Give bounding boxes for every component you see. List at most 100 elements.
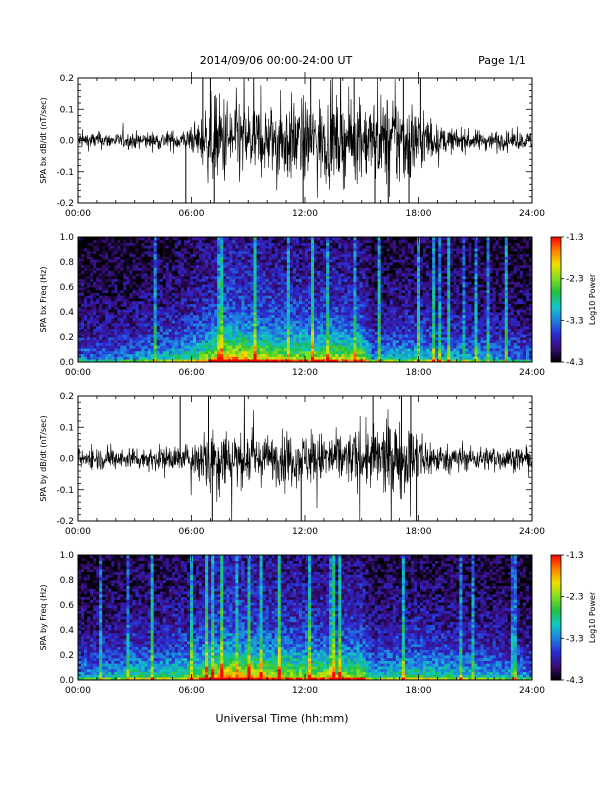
spectrogram-cell (81, 339, 85, 343)
spectrogram-cell (356, 350, 360, 355)
spectrogram-cell (305, 303, 309, 307)
spectrogram-cell (259, 309, 264, 313)
spectrogram-cell (365, 337, 369, 341)
spectrogram-cell (268, 317, 273, 321)
spectrogram-cell (380, 289, 385, 293)
spectrogram-cell (220, 348, 224, 352)
spectrogram-cell (292, 270, 297, 274)
spectrogram-cell (196, 278, 200, 282)
spectrogram-cell (274, 356, 279, 360)
spectrogram-cell (292, 275, 297, 280)
spectrogram-cell (392, 239, 397, 243)
spectrogram-cell (147, 245, 152, 249)
spectrogram-cell (383, 262, 388, 266)
spectrogram-cell (111, 287, 115, 291)
spectrogram-cell (308, 289, 312, 293)
spectrogram-cell (250, 264, 254, 268)
spectrogram-cell (202, 289, 206, 293)
spectrogram-cell (129, 334, 133, 338)
spectrogram-cell (274, 303, 279, 307)
spectrogram-cell (117, 348, 121, 352)
spectrogram-cell (117, 256, 121, 260)
spectrogram-cell (135, 309, 139, 313)
spectrogram-cell (162, 342, 167, 346)
spectrogram-cell (223, 328, 227, 332)
spectrogram-cell (102, 267, 106, 271)
spectrogram-cell (168, 314, 173, 318)
spectrogram-cell (150, 278, 155, 282)
spectrogram-cell (277, 306, 282, 310)
spectrogram-cell (238, 325, 242, 330)
spectrogram-cell (135, 278, 139, 282)
spectrogram-cell (292, 312, 297, 316)
spectrogram-cell (132, 342, 136, 346)
spectrogram-cell (259, 256, 264, 260)
spectrogram-cell (289, 353, 294, 357)
spectrogram-cell (226, 314, 230, 318)
spectrogram-cell (362, 314, 366, 318)
spectrogram-cell (235, 314, 239, 318)
spectrogram-cell (392, 264, 397, 268)
spectrogram-cell (392, 281, 397, 285)
spectrogram-cell (177, 264, 182, 268)
spectrogram-cell (162, 348, 167, 352)
spectrogram-cell (177, 250, 182, 255)
spectrogram-cell (274, 295, 279, 299)
spectrogram-cell (165, 270, 170, 274)
spectrogram-cell (114, 275, 118, 280)
spectrogram-cell (202, 292, 206, 296)
spectrogram-cell (392, 353, 397, 357)
spectrogram-cell (383, 320, 388, 324)
spectrogram-cell (253, 267, 257, 271)
spectrogram-cell (235, 256, 239, 260)
spectrogram-cell (168, 245, 173, 249)
spectrogram-cell (202, 253, 206, 257)
spectrogram-cell (317, 325, 321, 330)
spectrogram-cell (295, 314, 300, 318)
spectrogram-cell (368, 339, 372, 343)
spectrogram-cell (177, 359, 182, 363)
spectrogram-cell (214, 287, 218, 291)
spectrogram-cell (241, 298, 245, 302)
spectrogram-cell (323, 300, 327, 305)
spectrogram-cell (362, 284, 366, 288)
spectrogram-cell (226, 303, 230, 307)
spectrogram-cell (326, 245, 330, 249)
spectrogram-cell (238, 353, 242, 357)
spectrogram-cell (244, 320, 248, 324)
spectrogram-cell (135, 262, 139, 266)
spectrogram-cell (223, 339, 227, 343)
spectrogram-cell (238, 312, 242, 316)
spectrogram-cell (298, 317, 303, 321)
spectrogram-cell (377, 284, 382, 288)
spectrogram-cell (229, 281, 233, 285)
spectrogram-cell (138, 325, 142, 330)
spectrogram-cell (235, 337, 239, 341)
spectrogram-cell (186, 317, 191, 321)
spectrogram-cell (359, 323, 363, 327)
spectrogram-cell (108, 273, 112, 277)
spectrogram-cell (141, 325, 145, 330)
spectrogram-cell (253, 353, 257, 357)
spectrogram-cell (311, 339, 315, 343)
spectrogram-cell (292, 317, 297, 321)
spectrogram-cell (90, 342, 94, 346)
spectrogram-cell (189, 337, 194, 341)
spectrogram-cell (253, 334, 257, 338)
spectrogram-cell (132, 295, 136, 299)
spectrogram-cell (305, 248, 309, 252)
spectrogram-cell (383, 292, 388, 296)
spectrogram-cell (78, 248, 82, 252)
spectrogram-cell (78, 325, 82, 330)
spectrogram-cell (365, 237, 369, 241)
spectrogram-cell (186, 292, 191, 296)
spectrogram-cell (214, 306, 218, 310)
spectrogram-cell (114, 292, 118, 296)
spectrogram-cell (371, 278, 376, 282)
spectrogram-cell (368, 256, 372, 260)
spectrogram-cell (374, 264, 379, 268)
spectrogram-cell (283, 292, 288, 296)
spectrogram-cell (193, 284, 197, 288)
spectrogram-cell (223, 273, 227, 277)
spectrogram-cell (84, 359, 88, 363)
